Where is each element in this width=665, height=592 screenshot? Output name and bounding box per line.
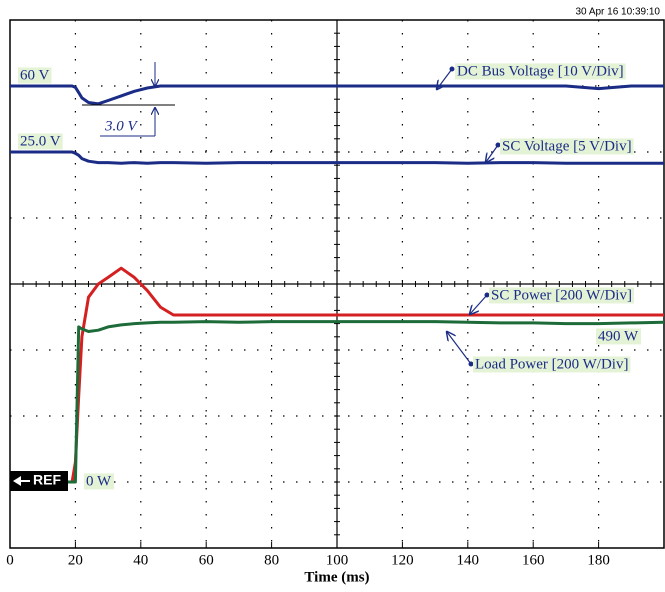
leader-dot xyxy=(484,292,490,298)
leader-line xyxy=(437,68,453,89)
annotation: 60 V xyxy=(20,67,49,83)
label-bg xyxy=(84,473,114,490)
annotation: 490 W xyxy=(598,328,639,344)
annotation: REF xyxy=(33,472,61,488)
x-tick-label: 140 xyxy=(457,552,480,568)
leader-dot xyxy=(468,361,474,367)
x-tick-label: 80 xyxy=(264,552,279,568)
annotation: 25.0 V xyxy=(20,133,61,149)
ref-marker xyxy=(10,471,68,491)
x-axis-label: Time (ms) xyxy=(304,569,369,585)
trace xyxy=(10,320,665,484)
x-tick-label: 20 xyxy=(68,552,83,568)
x-tick-label: 100 xyxy=(326,552,349,568)
label-bg xyxy=(18,67,52,84)
label-bg xyxy=(18,133,63,150)
label-bg xyxy=(500,138,634,155)
annotation: 0 W xyxy=(86,473,112,489)
x-tick-label: 0 xyxy=(6,552,14,568)
x-tick-label: 160 xyxy=(522,552,545,568)
x-tick-label: 120 xyxy=(391,552,414,568)
trace-label: Load Power [200 W/Div] xyxy=(475,356,628,372)
leader-line xyxy=(447,332,472,365)
leader-line xyxy=(470,294,488,314)
x-tick-label: 60 xyxy=(199,552,214,568)
x-tick-label: 40 xyxy=(133,552,148,568)
trace xyxy=(10,266,664,484)
label-bg xyxy=(596,328,641,345)
ref-arrow xyxy=(13,476,21,486)
trace-label: SC Voltage [5 V/Div] xyxy=(502,138,632,154)
leader-dot xyxy=(495,142,501,148)
label-bg xyxy=(473,356,631,373)
x-tick-label: 180 xyxy=(587,552,610,568)
annotation: 3.0 V xyxy=(104,118,139,134)
trace-label: DC Bus Voltage [10 V/Div] xyxy=(457,63,624,79)
leader-line xyxy=(486,144,499,162)
label-bg xyxy=(489,287,634,304)
trace xyxy=(10,84,664,106)
trace xyxy=(10,150,664,165)
timestamp: 30 Apr 16 10:39:10 xyxy=(575,7,660,18)
trace-label: SC Power [200 W/Div] xyxy=(491,287,632,303)
leader-dot xyxy=(449,66,455,72)
label-bg xyxy=(455,63,626,80)
